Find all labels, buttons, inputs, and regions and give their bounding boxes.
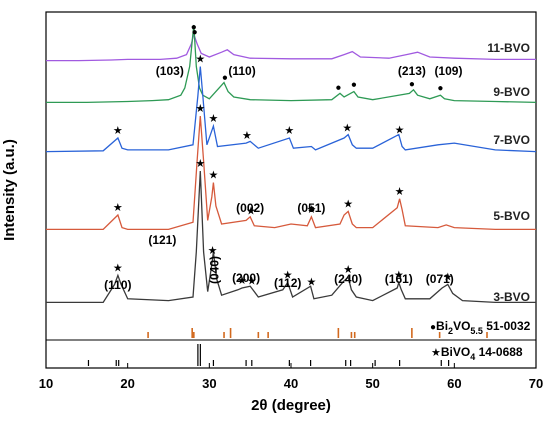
hkl-label-2-5: (240): [334, 272, 362, 286]
peak-marker-5-BVO-0: ★: [113, 202, 123, 214]
peak-marker-5-BVO-5: ★: [343, 198, 353, 210]
x-ticks: 10 20 30 40 50 60 70: [39, 363, 543, 391]
hkl-label-2-0: (110): [104, 278, 131, 292]
hkl-label-1-1: (051): [297, 201, 325, 215]
ref-label-bi2vo55: ●Bi2VO5.5 51-0032: [430, 319, 531, 336]
series-labels: 11-BVO 9-BVO 7-BVO 5-BVO 3-BVO: [487, 41, 530, 304]
peak-marker-9-BVO-5: ●: [437, 83, 443, 94]
x-tick-label-40: 40: [284, 376, 298, 391]
peak-marker-5-BVO-3: ★: [246, 206, 256, 218]
series-label-11-BVO: 11-BVO: [487, 41, 530, 55]
peak-marker-9-BVO-3: ●: [351, 80, 357, 91]
peak-marker-5-BVO-2: ★: [208, 170, 218, 182]
peak-marker-3-BVO-4: ★: [247, 275, 257, 287]
hkl-label-3-2: (040): [207, 256, 221, 284]
series-label-9-BVO: 9-BVO: [493, 85, 530, 99]
series-label-3-BVO: 3-BVO: [493, 290, 530, 304]
x-tick-label-20: 20: [120, 376, 134, 391]
peak-marker-7-BVO-1: ★: [195, 54, 205, 66]
hkl-annotations: (103) (110) (213) (109) (002) (051) (110) (121)…: [104, 64, 462, 292]
peak-marker-3-BVO-5: ★: [283, 270, 293, 282]
hkl-label-0-3: (109): [434, 64, 462, 78]
hkl-label-2-3: (200): [232, 271, 260, 285]
series-line-11-BVO: [46, 31, 536, 62]
peak-marker-7-BVO-3: ★: [242, 130, 252, 142]
peak-marker-7-BVO-6: ★: [395, 125, 405, 137]
y-axis-title: Intensity (a.u.): [1, 139, 18, 241]
peak-marker-3-BVO-7: ★: [343, 264, 353, 276]
peak-marker-3-BVO-6: ★: [306, 276, 316, 288]
peak-marker-5-BVO-4: ★: [306, 204, 316, 216]
series-line-7-BVO: [45, 66, 537, 153]
peak-marker-7-BVO-2: ★: [208, 113, 218, 125]
x-tick-label-10: 10: [39, 376, 53, 391]
x-axis-title: 2θ (degree): [251, 397, 331, 414]
peak-marker-7-BVO-5: ★: [342, 122, 352, 134]
series-line-5-BVO: [46, 115, 536, 231]
peak-marker-3-BVO-1: ★: [195, 158, 205, 170]
peak-marker-3-BVO-8: ★: [394, 270, 404, 282]
reference-lines: [87, 328, 488, 366]
x-tick-label-50: 50: [365, 376, 379, 391]
peak-marker-9-BVO-0: ●: [192, 27, 198, 38]
peak-marker-9-BVO-2: ●: [335, 83, 341, 94]
series-line-3-BVO: [46, 170, 536, 304]
peak-marker-3-BVO-0: ★: [113, 262, 123, 274]
xrd-traces: [45, 24, 537, 304]
peak-markers: ●●●● ● ● ●★★★★ ★ ★ ★★★★★ ★ ★★★★★★ ★ ★★★ ★ ★: [113, 22, 453, 288]
x-tick-label-60: 60: [447, 376, 461, 391]
series-label-7-BVO: 7-BVO: [493, 133, 530, 147]
series-line-9-BVO: [46, 24, 537, 104]
x-tick-label-70: 70: [529, 376, 543, 391]
peak-marker-9-BVO-1: ●: [222, 72, 228, 83]
peak-marker-3-BVO-9: ★: [443, 271, 453, 283]
peak-marker-3-BVO-2: ★: [208, 245, 218, 257]
peak-marker-11-BVO-0: ●: [191, 22, 197, 33]
hkl-label-0-0: (103): [156, 64, 184, 78]
hkl-label-0-2: (213): [398, 64, 426, 78]
x-tick-label-30: 30: [202, 376, 216, 391]
series-label-5-BVO: 5-BVO: [493, 209, 530, 223]
reference-labels: ●Bi2VO5.5 51-0032 ★BiVO4 14-0688: [430, 319, 531, 362]
hkl-label-2-7: (071): [426, 272, 454, 286]
peak-marker-3-BVO-3: ★: [237, 275, 247, 287]
peak-marker-5-BVO-6: ★: [395, 186, 405, 198]
hkl-label-2-1: (121): [148, 233, 176, 247]
ref-label-bivo4: ★BiVO4 14-0688: [431, 345, 523, 362]
peak-marker-5-BVO-1: ★: [195, 103, 205, 115]
peak-marker-7-BVO-4: ★: [284, 125, 294, 137]
hkl-label-0-1: (110): [228, 64, 255, 78]
peak-marker-7-BVO-0: ★: [113, 125, 123, 137]
hkl-label-1-0: (002): [236, 201, 264, 215]
hkl-label-2-6: (161): [385, 272, 413, 286]
plot-frame: [45, 11, 537, 369]
hkl-label-2-4: (112): [274, 276, 301, 290]
peak-marker-9-BVO-4: ●: [409, 79, 415, 90]
